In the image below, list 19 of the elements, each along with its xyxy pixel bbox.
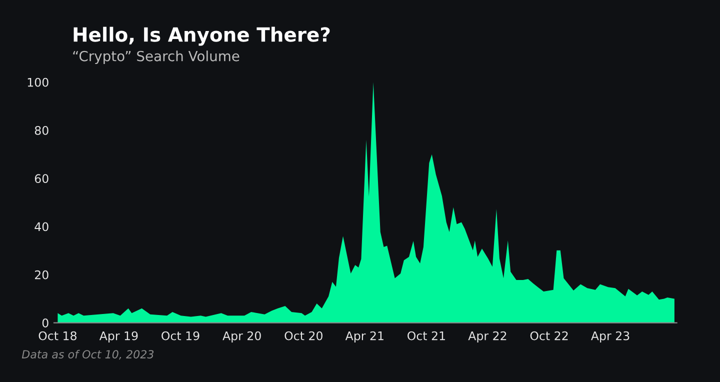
chart-subtitle: “Crypto” Search Volume: [73, 50, 240, 64]
x-tick-label: Apr 23: [591, 331, 630, 343]
x-tick-label: Oct 18: [38, 331, 76, 340]
y-tick-label: 80: [34, 126, 48, 135]
x-tick-label: Oct 19: [162, 331, 200, 340]
y-tick-label: 20: [34, 270, 48, 280]
x-tick-label: Oct 20: [284, 331, 322, 340]
x-tick-label: Oct 21: [408, 331, 445, 340]
x-tick-label: Apr 19: [99, 331, 138, 343]
x-tick-label: Apr 22: [468, 331, 506, 343]
y-tick-label: 60: [34, 174, 48, 184]
x-tick-label: Apr 21: [345, 331, 384, 343]
text: Data as of Oct 10, 2023: [22, 350, 154, 360]
y-tick-label: 40: [34, 222, 48, 232]
y-tick-label: 0: [42, 318, 48, 328]
x-tick-label: Oct 22: [530, 331, 568, 340]
x-tick-label: Apr 20: [222, 331, 261, 343]
chart-title: Hello, Is Anyone There?: [74, 26, 330, 46]
y-tick-label: 100: [28, 78, 48, 87]
